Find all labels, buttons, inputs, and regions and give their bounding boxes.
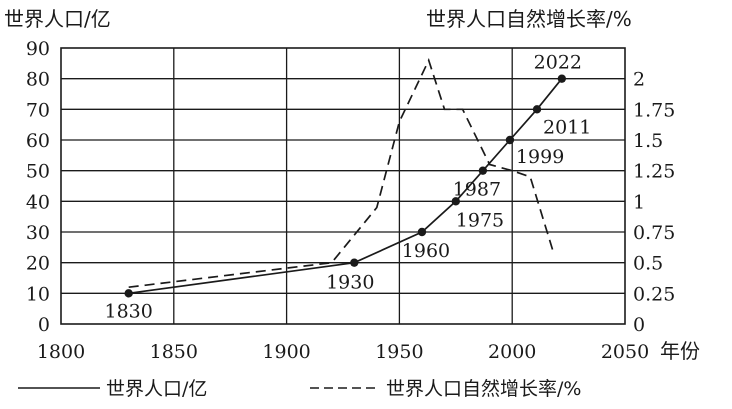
growth-rate-line — [128, 58, 554, 289]
point-label: 1930 — [326, 272, 374, 294]
x-tick-label: 2000 — [488, 341, 536, 363]
y-left-tick-label: 80 — [26, 69, 50, 91]
x-tick-label: 2050 — [601, 341, 649, 363]
y-right-tick-label: 1.5 — [633, 130, 663, 152]
x-tick-label: 1800 — [37, 341, 85, 363]
legend-item-population: 世界人口/亿 — [18, 374, 207, 401]
point-label: 1987 — [453, 179, 501, 201]
y-left-tick-label: 20 — [26, 253, 50, 275]
legend: 世界人口/亿 世界人口自然增长率/% — [18, 374, 718, 402]
population-point — [557, 74, 567, 83]
point-label: 1830 — [105, 300, 153, 322]
y-right-tick-label: 2 — [633, 69, 645, 91]
x-axis-title: 年份 — [660, 339, 700, 363]
y-right-axis-ticks: 0 0.25 0.5 0.75 1 1.25 1.5 1.75 2 — [633, 69, 675, 336]
y-right-axis-title: 世界人口自然增长率/% — [426, 7, 632, 31]
y-right-tick-label: 1.75 — [633, 99, 675, 121]
x-tick-label: 1850 — [150, 341, 198, 363]
y-left-tick-label: 40 — [26, 191, 50, 213]
point-label: 2011 — [543, 116, 591, 138]
point-label: 1960 — [402, 240, 450, 262]
y-right-tick-label: 0.75 — [633, 222, 675, 244]
population-point — [532, 105, 542, 114]
chart: 1800 1850 1900 1950 2000 2050 010203040506070… — [4, 7, 700, 363]
y-left-axis-title: 世界人口/亿 — [4, 7, 111, 31]
legend-solid-line-icon — [18, 386, 100, 389]
legend-dashed-line-icon — [310, 386, 380, 389]
population-point — [417, 227, 427, 237]
y-left-tick-label: 30 — [26, 222, 50, 244]
y-left-tick-label: 60 — [26, 130, 50, 152]
point-labels: 1830 1930 1960 1975 1987 1999 2011 2022 — [105, 52, 592, 323]
series-group — [124, 58, 567, 298]
y-left-tick-label: 90 — [26, 38, 50, 60]
legend-item-growth-rate: 世界人口自然增长率/% — [310, 374, 581, 401]
y-right-tick-label: 1 — [633, 191, 645, 213]
y-right-tick-label: 0.5 — [633, 253, 663, 275]
point-label: 1999 — [516, 146, 564, 168]
y-left-axis-ticks: 0 10 20 30 40 50 60 70 80 90 — [26, 38, 50, 336]
plot-frame — [60, 47, 626, 325]
point-label: 1975 — [456, 209, 504, 231]
population-point — [350, 258, 359, 267]
legend-label-growth-rate: 世界人口自然增长率/% — [386, 378, 582, 400]
y-left-tick-label: 10 — [26, 283, 50, 305]
x-tick-label: 1900 — [262, 341, 310, 363]
y-left-tick-label: 70 — [26, 99, 50, 121]
x-tick-label: 1950 — [375, 341, 423, 363]
y-right-tick-label: 0 — [633, 314, 645, 336]
population-point — [478, 166, 488, 175]
population-point — [124, 289, 133, 298]
population-line — [128, 78, 563, 295]
population-point — [451, 197, 460, 206]
point-label: 2022 — [534, 52, 582, 74]
y-right-tick-label: 1.25 — [633, 161, 675, 183]
y-left-tick-label: 0 — [38, 314, 50, 336]
grid-lines — [61, 48, 625, 324]
x-axis-ticks: 1800 1850 1900 1950 2000 2050 — [37, 341, 649, 363]
y-left-tick-label: 50 — [26, 161, 50, 183]
y-right-tick-label: 0.25 — [633, 283, 675, 305]
population-point — [505, 135, 515, 145]
legend-label-population: 世界人口/亿 — [106, 378, 208, 400]
